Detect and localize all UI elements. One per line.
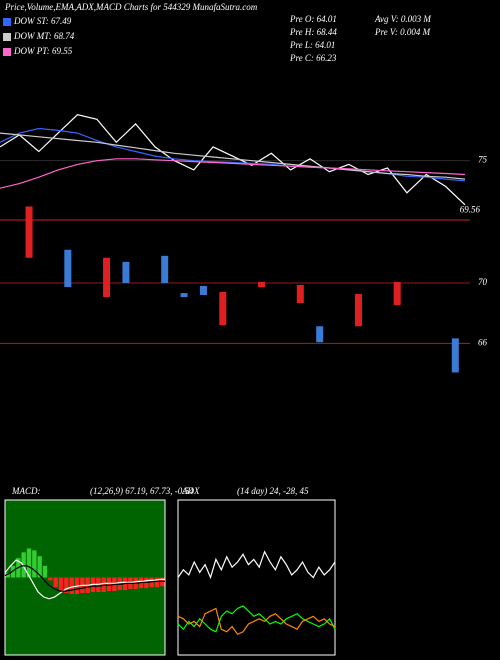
candle-body <box>296 284 304 304</box>
histogram-bar <box>10 565 16 578</box>
candle-body <box>25 206 33 258</box>
histogram-bar <box>48 577 53 581</box>
candle-body <box>122 261 130 283</box>
pane-background <box>4 499 166 656</box>
histogram-bar <box>21 552 26 578</box>
candle-body <box>199 285 207 296</box>
histogram-bar <box>42 565 48 578</box>
series-line <box>0 114 466 206</box>
pane-params: (12,26,9) 67.19, 67.73, -0.54 <box>90 486 194 496</box>
candle-body <box>258 281 266 288</box>
candle-body <box>354 293 362 327</box>
candle-body <box>161 255 169 283</box>
candle-body <box>393 281 401 306</box>
histogram-bar <box>106 577 112 592</box>
pane-title: MACD: <box>11 486 41 496</box>
series-line <box>0 127 466 182</box>
pane-background <box>177 499 336 656</box>
series-line <box>0 132 466 180</box>
legend-swatch <box>3 48 11 56</box>
pane-title: ADX <box>181 486 200 496</box>
candle-body <box>180 293 188 298</box>
series-line <box>4 559 165 600</box>
info-text: Avg V: 0.003 M <box>374 14 431 24</box>
histogram-bar <box>37 556 42 578</box>
candle-body <box>219 292 227 326</box>
legend-text: DOW ST: 67.49 <box>13 16 72 26</box>
info-text: Pre C: 66.23 <box>289 53 337 63</box>
histogram-bar <box>64 577 69 593</box>
price-label: 69.56 <box>460 205 481 215</box>
y-tick-label: 75 <box>478 155 488 165</box>
candle-body <box>451 338 459 373</box>
info-text: Pre O: 64.01 <box>289 14 337 24</box>
histogram-bar <box>69 577 74 594</box>
info-text: Pre V: 0.004 M <box>374 27 431 37</box>
info-text: Pre H: 68.44 <box>289 27 337 37</box>
histogram-bar <box>32 550 37 578</box>
candle-body <box>64 249 72 288</box>
legend-text: DOW MT: 68.74 <box>13 31 75 41</box>
series-line <box>0 158 466 189</box>
histogram-bar <box>5 572 10 578</box>
pane-params: (14 day) 24, -28, 45 <box>237 486 309 496</box>
histogram-bar <box>101 577 106 593</box>
candle-body <box>103 257 111 298</box>
y-tick-label: 66 <box>478 337 488 347</box>
histogram-bar <box>53 577 58 588</box>
series-line <box>177 605 336 633</box>
legend-swatch <box>3 18 11 26</box>
legend-swatch <box>3 33 11 41</box>
histogram-bar <box>58 577 64 592</box>
y-tick-label: 70 <box>478 277 488 287</box>
info-text: Pre L: 64.01 <box>289 40 335 50</box>
candle-body <box>316 326 324 343</box>
histogram-bar <box>26 548 32 578</box>
series-line <box>177 550 336 580</box>
series-line <box>177 607 336 636</box>
series-line <box>4 565 165 592</box>
legend-text: DOW PT: 69.55 <box>13 46 73 56</box>
chart-title: Price,Volume,EMA,ADX,MACD Charts for 544… <box>4 2 258 12</box>
histogram-bar <box>154 577 160 588</box>
